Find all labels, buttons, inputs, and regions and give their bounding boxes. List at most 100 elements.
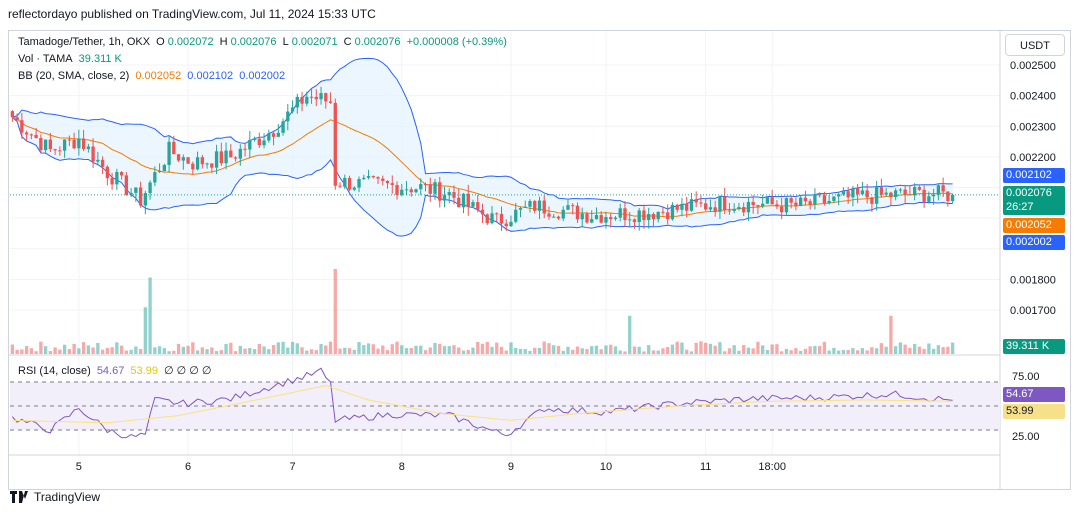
candle-body xyxy=(537,200,542,211)
bb-fill xyxy=(12,58,953,237)
candle-body xyxy=(471,202,475,207)
volume-bar xyxy=(547,343,551,354)
volume-bar xyxy=(314,350,318,354)
candle-body xyxy=(447,192,451,196)
candle xyxy=(347,175,352,192)
volume-bar xyxy=(594,345,599,354)
volume-bar xyxy=(893,346,898,354)
candle xyxy=(129,188,133,198)
volume-bar xyxy=(191,342,195,354)
volume-bar xyxy=(195,350,200,354)
volume-bar xyxy=(200,347,204,354)
candle-body xyxy=(224,150,228,164)
candle xyxy=(290,100,295,114)
candle-body xyxy=(381,178,385,181)
rsi-label[interactable]: RSI (14, close) xyxy=(18,365,91,377)
candle-body xyxy=(72,139,76,149)
candle xyxy=(585,211,589,224)
candle xyxy=(518,206,523,218)
candle-body xyxy=(110,178,114,185)
brand-name[interactable]: TradingView xyxy=(34,490,101,504)
candle xyxy=(286,103,290,131)
volume-tag: 39.311 K xyxy=(1003,339,1065,354)
candle-body xyxy=(637,210,641,223)
publisher-line: reflectordayo published on TradingView.c… xyxy=(8,7,376,21)
candle-body xyxy=(324,93,328,102)
volume-label[interactable]: Vol · TAMA xyxy=(18,53,73,65)
candle-body xyxy=(257,138,261,146)
candle-body xyxy=(172,141,176,155)
bb-upper-tag: 0.002102 xyxy=(1003,168,1065,183)
candle-body xyxy=(903,189,907,195)
close-label: C xyxy=(343,36,352,48)
candle-body xyxy=(414,189,418,193)
candle-body xyxy=(718,196,722,212)
candle-body xyxy=(751,201,755,206)
candle xyxy=(352,186,356,192)
volume-bar xyxy=(713,345,717,354)
volume-bar xyxy=(836,350,841,354)
volume-bar xyxy=(324,345,328,354)
volume-bar xyxy=(808,346,812,354)
candle xyxy=(851,185,855,207)
candle-body xyxy=(371,176,375,178)
volume-bar xyxy=(708,343,713,354)
candle-body xyxy=(699,202,703,204)
volume-bar xyxy=(542,341,546,354)
candle-body xyxy=(941,185,945,192)
candle-body xyxy=(229,150,233,158)
candle-body xyxy=(732,208,736,211)
candle-body xyxy=(870,197,874,204)
candle-body xyxy=(143,193,148,206)
volume-bar xyxy=(704,342,708,354)
candle-body xyxy=(746,201,751,213)
volume-bar xyxy=(172,350,176,354)
candle xyxy=(727,202,732,215)
candle-body xyxy=(461,193,466,208)
candle-body xyxy=(91,146,95,162)
volume-bar xyxy=(457,347,461,354)
volume-bar xyxy=(328,341,333,354)
candle xyxy=(704,198,708,212)
candle-body xyxy=(338,185,342,187)
candle-body xyxy=(656,211,660,220)
candle-body xyxy=(167,141,171,165)
candle xyxy=(91,138,95,168)
volume-bar xyxy=(376,348,380,354)
candle xyxy=(81,129,86,152)
candle xyxy=(10,110,15,122)
candle xyxy=(124,171,129,196)
volume-bar xyxy=(751,348,755,354)
candle-body xyxy=(157,171,162,173)
low-label: L xyxy=(282,36,289,48)
close-value: 0.002076 xyxy=(354,36,401,48)
candle-body xyxy=(134,187,138,193)
rsi-ma-line xyxy=(12,385,953,424)
volume-bar xyxy=(860,348,865,354)
high-value: 0.002076 xyxy=(230,36,277,48)
candle xyxy=(376,176,380,184)
candle xyxy=(153,166,157,187)
candle-body xyxy=(295,96,299,108)
candle-body xyxy=(195,157,200,170)
time-tick-label: 5 xyxy=(76,461,82,473)
tradingview-logo-icon[interactable] xyxy=(10,491,30,503)
candle-body xyxy=(300,96,304,104)
bb-basis-tag: 0.002052 xyxy=(1003,218,1065,233)
volume-bar xyxy=(817,346,822,354)
candle xyxy=(433,178,437,200)
volume-bar xyxy=(656,350,660,354)
symbol-label[interactable]: Tamadoge/Tether, 1h, OKX xyxy=(18,36,151,48)
candle xyxy=(186,157,190,164)
candle-body xyxy=(62,139,67,151)
candle-body xyxy=(385,180,390,184)
currency-button[interactable]: USDT xyxy=(1005,34,1065,56)
bb-label[interactable]: BB (20, SMA, close, 2) xyxy=(18,70,130,82)
candle xyxy=(15,113,19,123)
volume-bar xyxy=(119,345,124,354)
volume-bar xyxy=(214,351,219,354)
open-value: 0.002072 xyxy=(167,36,214,48)
volume-bar xyxy=(742,345,746,354)
volume-bar xyxy=(556,345,561,354)
